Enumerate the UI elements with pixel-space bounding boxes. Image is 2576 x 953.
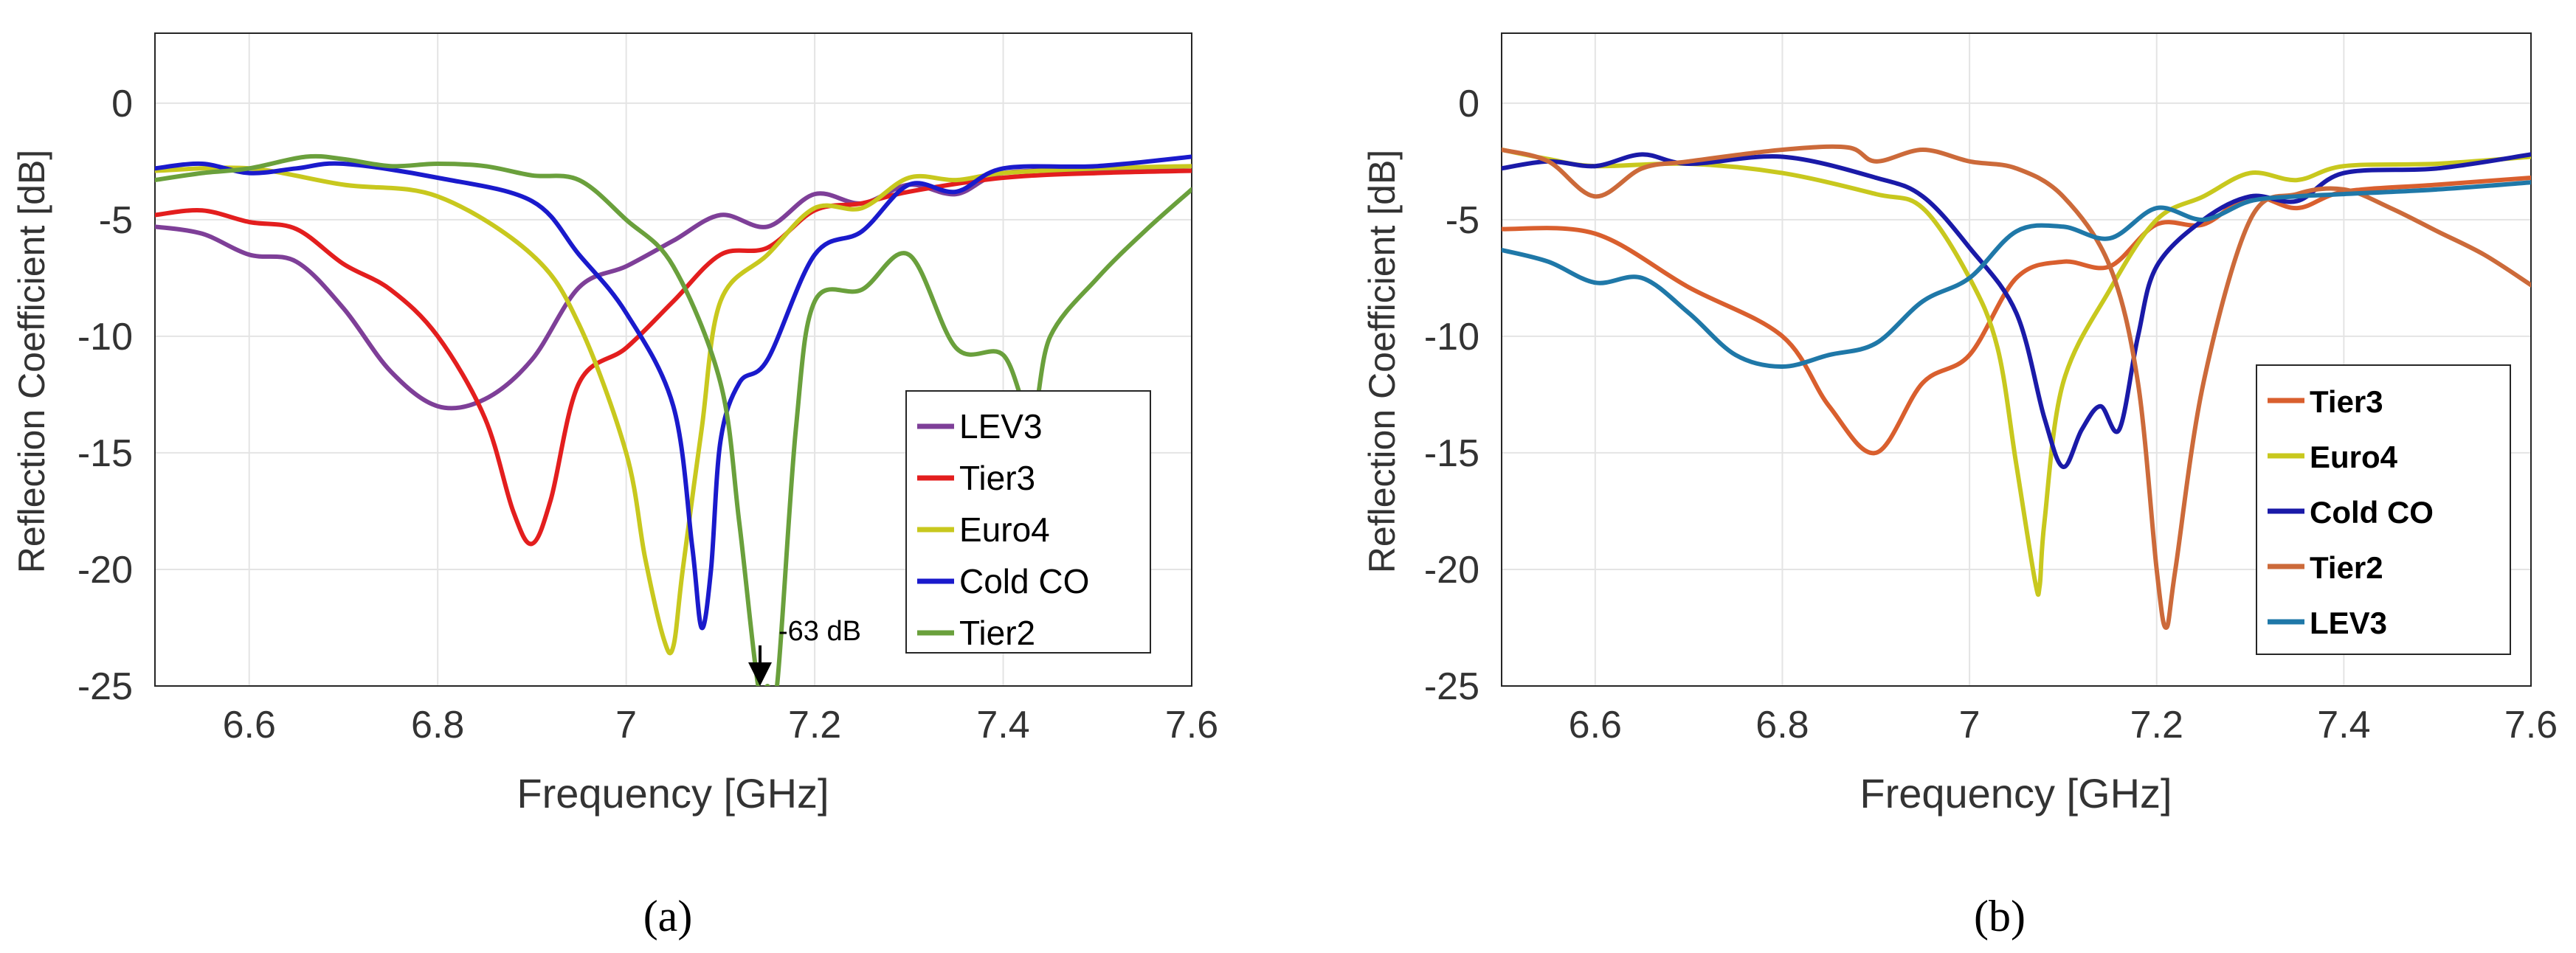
y-tick-label: -5 bbox=[99, 199, 133, 242]
legend-label: Tier2 bbox=[959, 614, 1035, 652]
annotation-a: -63 dB bbox=[748, 616, 861, 686]
x-tick-label: 7.6 bbox=[2504, 704, 2558, 746]
series-group-a bbox=[155, 153, 1192, 686]
y-tick-label: -20 bbox=[1424, 549, 1479, 592]
x-tick-label: 7.4 bbox=[976, 704, 1029, 746]
series-line-tier3 bbox=[1502, 176, 2531, 456]
x-tick-label: 6.6 bbox=[1569, 704, 1622, 746]
annotation-arrow-head-a bbox=[748, 662, 772, 686]
legend-label: Cold CO bbox=[2310, 495, 2434, 530]
y-tick-label: -10 bbox=[77, 316, 133, 358]
panel-caption-a: (a) bbox=[643, 892, 693, 940]
series-line-cold-co bbox=[1502, 152, 2531, 469]
series-group-b bbox=[1502, 144, 2531, 630]
plot-frame-a bbox=[154, 32, 1192, 687]
series-line-tier2 bbox=[1502, 144, 2531, 630]
x-tick-label: 7.2 bbox=[2130, 704, 2183, 746]
x-tick-label: 7 bbox=[615, 704, 637, 746]
series-line-tier2 bbox=[155, 153, 1192, 686]
x-tick-label: 7.6 bbox=[1165, 704, 1218, 746]
legend-box-a bbox=[905, 390, 1151, 654]
legend-label: LEV3 bbox=[959, 407, 1043, 446]
y-tick-label: -25 bbox=[1424, 665, 1479, 708]
tick-labels-b: 6.6 6.8 7 7.2 7.4 7.6 0 -5 -10 -15 -20 -25 bbox=[1424, 83, 2558, 746]
x-tick-label: 6.8 bbox=[1755, 704, 1809, 746]
annotation-text-a: -63 dB bbox=[778, 616, 861, 647]
y-tick-label: -25 bbox=[77, 665, 133, 708]
x-tick-label: 7 bbox=[1959, 704, 1981, 746]
legend-label: Cold CO bbox=[959, 562, 1089, 600]
chart-panel-a: 6.6 6.8 7 7.2 7.4 7.6 0 -5 -10 -15 -20 -25 Frequenc… bbox=[11, 32, 1218, 817]
y-tick-label: -15 bbox=[77, 432, 133, 475]
panel-caption-b: (b) bbox=[1974, 892, 2026, 940]
y-tick-label: 0 bbox=[1458, 83, 1479, 125]
tick-labels-a: 6.6 6.8 7 7.2 7.4 7.6 0 -5 -10 -15 -20 -25 bbox=[77, 83, 1218, 746]
y-tick-label: -15 bbox=[1424, 432, 1479, 475]
y-tick-label: -20 bbox=[77, 549, 133, 592]
plot-area bbox=[1502, 144, 2531, 630]
series-line-euro4 bbox=[1502, 148, 2531, 597]
y-tick-label: -10 bbox=[1424, 316, 1479, 358]
series-line-euro4 bbox=[155, 164, 1192, 656]
chart-panel-b: 6.6 6.8 7 7.2 7.4 7.6 0 -5 -10 -15 -20 -25 Frequenc… bbox=[1361, 32, 2558, 817]
series-line-tier3 bbox=[155, 168, 1192, 547]
series-line-lev3 bbox=[1502, 180, 2531, 369]
legend-label: Tier2 bbox=[2310, 550, 2383, 585]
legend-label: LEV3 bbox=[2310, 606, 2387, 640]
x-axis-label-a: Frequency [GHz] bbox=[517, 770, 829, 817]
y-tick-label: 0 bbox=[111, 83, 133, 125]
legend-label: Tier3 bbox=[2310, 384, 2383, 419]
x-axis-label-b: Frequency [GHz] bbox=[1860, 770, 2172, 817]
series-line-cold-co bbox=[155, 154, 1192, 631]
x-tick-label: 7.2 bbox=[788, 704, 841, 746]
y-axis-label-a: Reflection Coefficient [dB] bbox=[11, 150, 52, 573]
series-line-lev3 bbox=[155, 168, 1192, 411]
legend-label: Euro4 bbox=[2310, 440, 2398, 474]
legend-b: Tier3 Euro4 Cold CO Tier2 LEV3 bbox=[2256, 364, 2511, 655]
legend-a: LEV3 Tier3 Euro4 Cold CO Tier2 bbox=[905, 390, 1151, 654]
legend-label: Euro4 bbox=[959, 510, 1050, 549]
plot-area bbox=[155, 153, 1192, 686]
y-tick-label: -5 bbox=[1446, 199, 1479, 242]
x-tick-label: 7.4 bbox=[2317, 704, 2370, 746]
y-axis-label-b: Reflection Coefficient [dB] bbox=[1361, 150, 1403, 573]
plot-frame-b bbox=[1501, 32, 2532, 687]
legend-label: Tier3 bbox=[959, 459, 1035, 497]
x-tick-label: 6.8 bbox=[411, 704, 464, 746]
x-tick-label: 6.6 bbox=[223, 704, 276, 746]
legend-items-a: LEV3 Tier3 Euro4 Cold CO Tier2 bbox=[917, 407, 1089, 652]
legend-items-b: Tier3 Euro4 Cold CO Tier2 LEV3 bbox=[2268, 384, 2434, 640]
